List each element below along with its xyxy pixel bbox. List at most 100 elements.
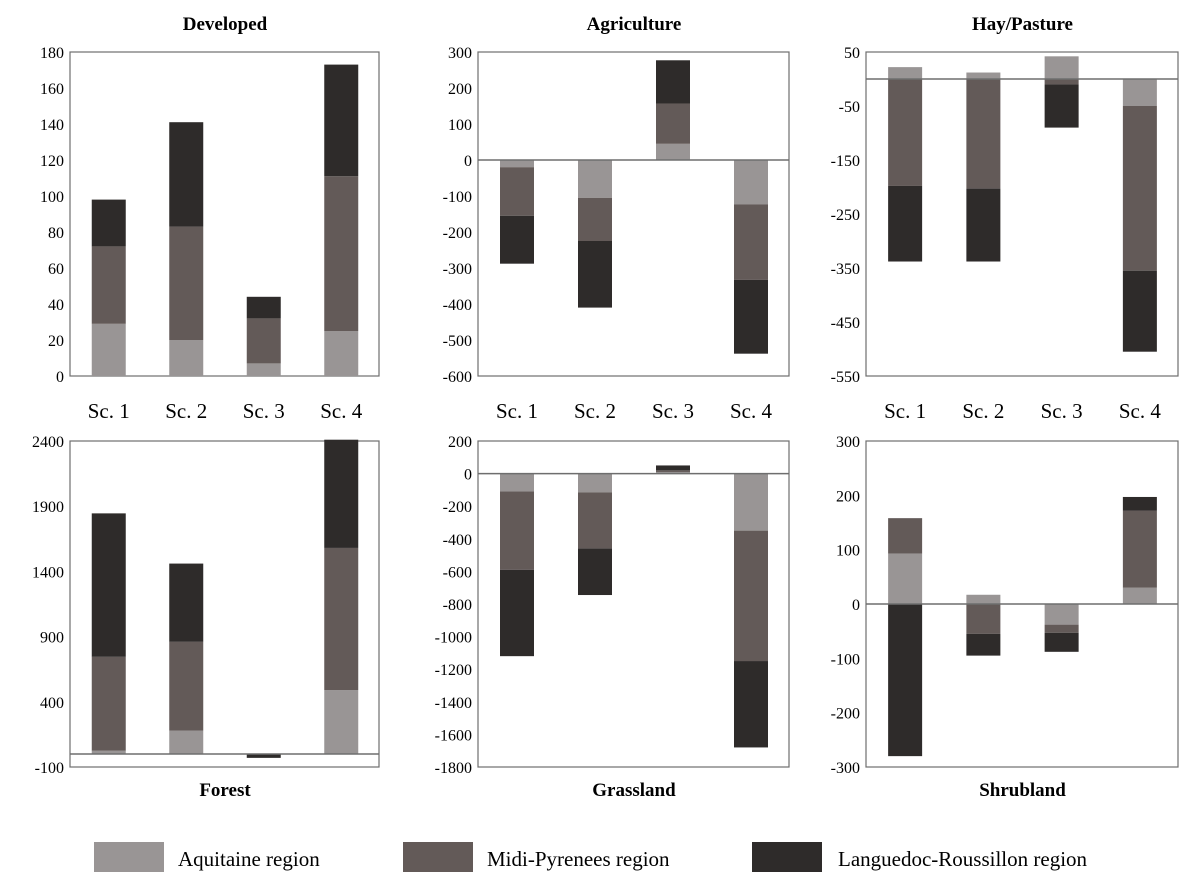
category-label: Sc. 1 — [884, 399, 926, 423]
bar-segment-midi-pyrenees-region — [578, 197, 612, 241]
y-tick-label: -1000 — [435, 630, 472, 647]
y-tick-label: 50 — [844, 45, 860, 62]
panel-hay-pasture: -550 -450 -350 -250 -150 -50 50 Sc. 1 Sc. 2 Sc. 3… — [831, 14, 1179, 423]
bar-segment-midi-pyrenees-region — [656, 103, 690, 144]
bar-segment-aquitaine-region — [1044, 604, 1079, 625]
bar-segment-aquitaine-region — [324, 331, 359, 376]
bar-segment-languedoc-roussillon-region — [246, 753, 281, 758]
category-label: Sc. 3 — [652, 399, 694, 423]
panel-title: Hay/Pasture — [972, 14, 1073, 35]
bar-segment-midi-pyrenees-region — [888, 518, 923, 554]
bar-segment-midi-pyrenees-region — [91, 656, 126, 751]
bar-segment-aquitaine-region — [1122, 79, 1157, 106]
bar-segment-midi-pyrenees-region — [578, 492, 612, 549]
y-tick-label: 40 — [48, 297, 64, 314]
bar-segment-languedoc-roussillon-region — [966, 633, 1001, 656]
bar-segment-languedoc-roussillon-region — [1044, 632, 1079, 652]
bar-segment-midi-pyrenees-region — [966, 79, 1001, 189]
category-label: Sc. 2 — [574, 399, 616, 423]
y-tick-label: -300 — [443, 261, 472, 278]
bar-segment-languedoc-roussillon-region — [578, 548, 612, 596]
bar-segment-aquitaine-region — [578, 160, 612, 198]
bar-segment-languedoc-roussillon-region — [91, 199, 126, 247]
bar-segment-languedoc-roussillon-region — [91, 513, 126, 657]
bar-segment-midi-pyrenees-region — [324, 547, 359, 691]
category-label: Sc. 4 — [730, 399, 773, 423]
y-tick-label: 200 — [448, 81, 472, 98]
bar-segment-midi-pyrenees-region — [169, 641, 204, 731]
category-label: Sc. 2 — [165, 399, 207, 423]
panel-title: Agriculture — [587, 14, 682, 35]
bar-segment-languedoc-roussillon-region — [966, 188, 1001, 262]
plot-frame — [865, 51, 1179, 377]
y-tick-label: 100 — [40, 189, 64, 206]
bar-segment-aquitaine-region — [1044, 56, 1079, 79]
y-tick-label: -1600 — [435, 727, 472, 744]
plot-frame — [69, 440, 380, 768]
legend-label: Languedoc-Roussillon region — [838, 847, 1088, 871]
y-tick-label: -100 — [35, 760, 64, 777]
legend: Aquitaine region Midi-Pyrenees region Lang… — [94, 842, 1088, 872]
bar-segment-languedoc-roussillon-region — [246, 296, 281, 319]
y-tick-label: 1400 — [32, 564, 64, 581]
panel-developed: 0 20 40 60 80 100 120 140 160 180 Sc. 1 Sc. 2 Sc. 3 S… — [40, 14, 380, 423]
bar-segment-languedoc-roussillon-region — [1122, 270, 1157, 352]
bar-segment-aquitaine-region — [578, 473, 612, 493]
y-tick-label: 100 — [448, 117, 472, 134]
y-tick-label: -300 — [831, 760, 860, 777]
bar-segment-aquitaine-region — [324, 690, 359, 754]
y-tick-label: 20 — [48, 333, 64, 350]
y-tick-label: -150 — [831, 153, 860, 170]
y-tick-label: -400 — [443, 297, 472, 314]
bar-segment-aquitaine-region — [656, 471, 690, 474]
y-tick-label: 900 — [40, 630, 64, 647]
bar-segment-languedoc-roussillon-region — [734, 661, 768, 748]
y-tick-label: -350 — [831, 261, 860, 278]
bar-segment-midi-pyrenees-region — [500, 491, 534, 570]
panel-title: Developed — [183, 14, 268, 35]
category-label: Sc. 3 — [243, 399, 285, 423]
y-tick-label: -250 — [831, 207, 860, 224]
bar-segment-aquitaine-region — [91, 323, 126, 376]
y-tick-label: -1800 — [435, 760, 472, 777]
bar-segment-languedoc-roussillon-region — [1122, 496, 1157, 511]
y-tick-label: -800 — [443, 597, 472, 614]
bar-segment-languedoc-roussillon-region — [888, 604, 923, 757]
bar-segment-aquitaine-region — [966, 72, 1001, 79]
y-tick-label: 0 — [56, 369, 64, 386]
y-tick-label: 120 — [40, 153, 64, 170]
y-tick-label: 2400 — [32, 434, 64, 451]
y-tick-label: 200 — [448, 434, 472, 451]
legend-swatch — [752, 842, 822, 872]
category-label: Sc. 1 — [496, 399, 538, 423]
bar-segment-aquitaine-region — [169, 730, 204, 754]
bar-segment-aquitaine-region — [169, 340, 204, 376]
y-tick-label: 0 — [852, 597, 860, 614]
bar-segment-aquitaine-region — [246, 363, 281, 376]
bar-segment-aquitaine-region — [500, 473, 534, 492]
y-tick-label: 80 — [48, 225, 64, 242]
legend-swatch — [403, 842, 473, 872]
legend-label: Midi-Pyrenees region — [487, 847, 670, 871]
bar-segment-aquitaine-region — [500, 160, 534, 168]
y-tick-label: -1400 — [435, 695, 472, 712]
y-tick-label: 140 — [40, 117, 64, 134]
bar-segment-languedoc-roussillon-region — [656, 465, 690, 471]
bar-segment-aquitaine-region — [734, 473, 768, 531]
y-tick-label: 300 — [836, 434, 860, 451]
y-tick-label: -200 — [443, 499, 472, 516]
bar-segment-languedoc-roussillon-region — [1044, 84, 1079, 128]
bar-segment-languedoc-roussillon-region — [169, 563, 204, 642]
bar-segment-aquitaine-region — [966, 594, 1001, 604]
bar-segment-midi-pyrenees-region — [1122, 106, 1157, 271]
y-tick-label: -450 — [831, 315, 860, 332]
y-tick-label: -1200 — [435, 662, 472, 679]
bar-segment-languedoc-roussillon-region — [500, 569, 534, 657]
bar-segment-midi-pyrenees-region — [1122, 510, 1157, 588]
category-label: Sc. 2 — [962, 399, 1004, 423]
bar-segment-languedoc-roussillon-region — [324, 64, 359, 177]
bar-segment-midi-pyrenees-region — [734, 204, 768, 280]
plot-frame — [477, 51, 790, 377]
bar-segment-languedoc-roussillon-region — [324, 439, 359, 548]
bar-segment-midi-pyrenees-region — [169, 226, 204, 340]
